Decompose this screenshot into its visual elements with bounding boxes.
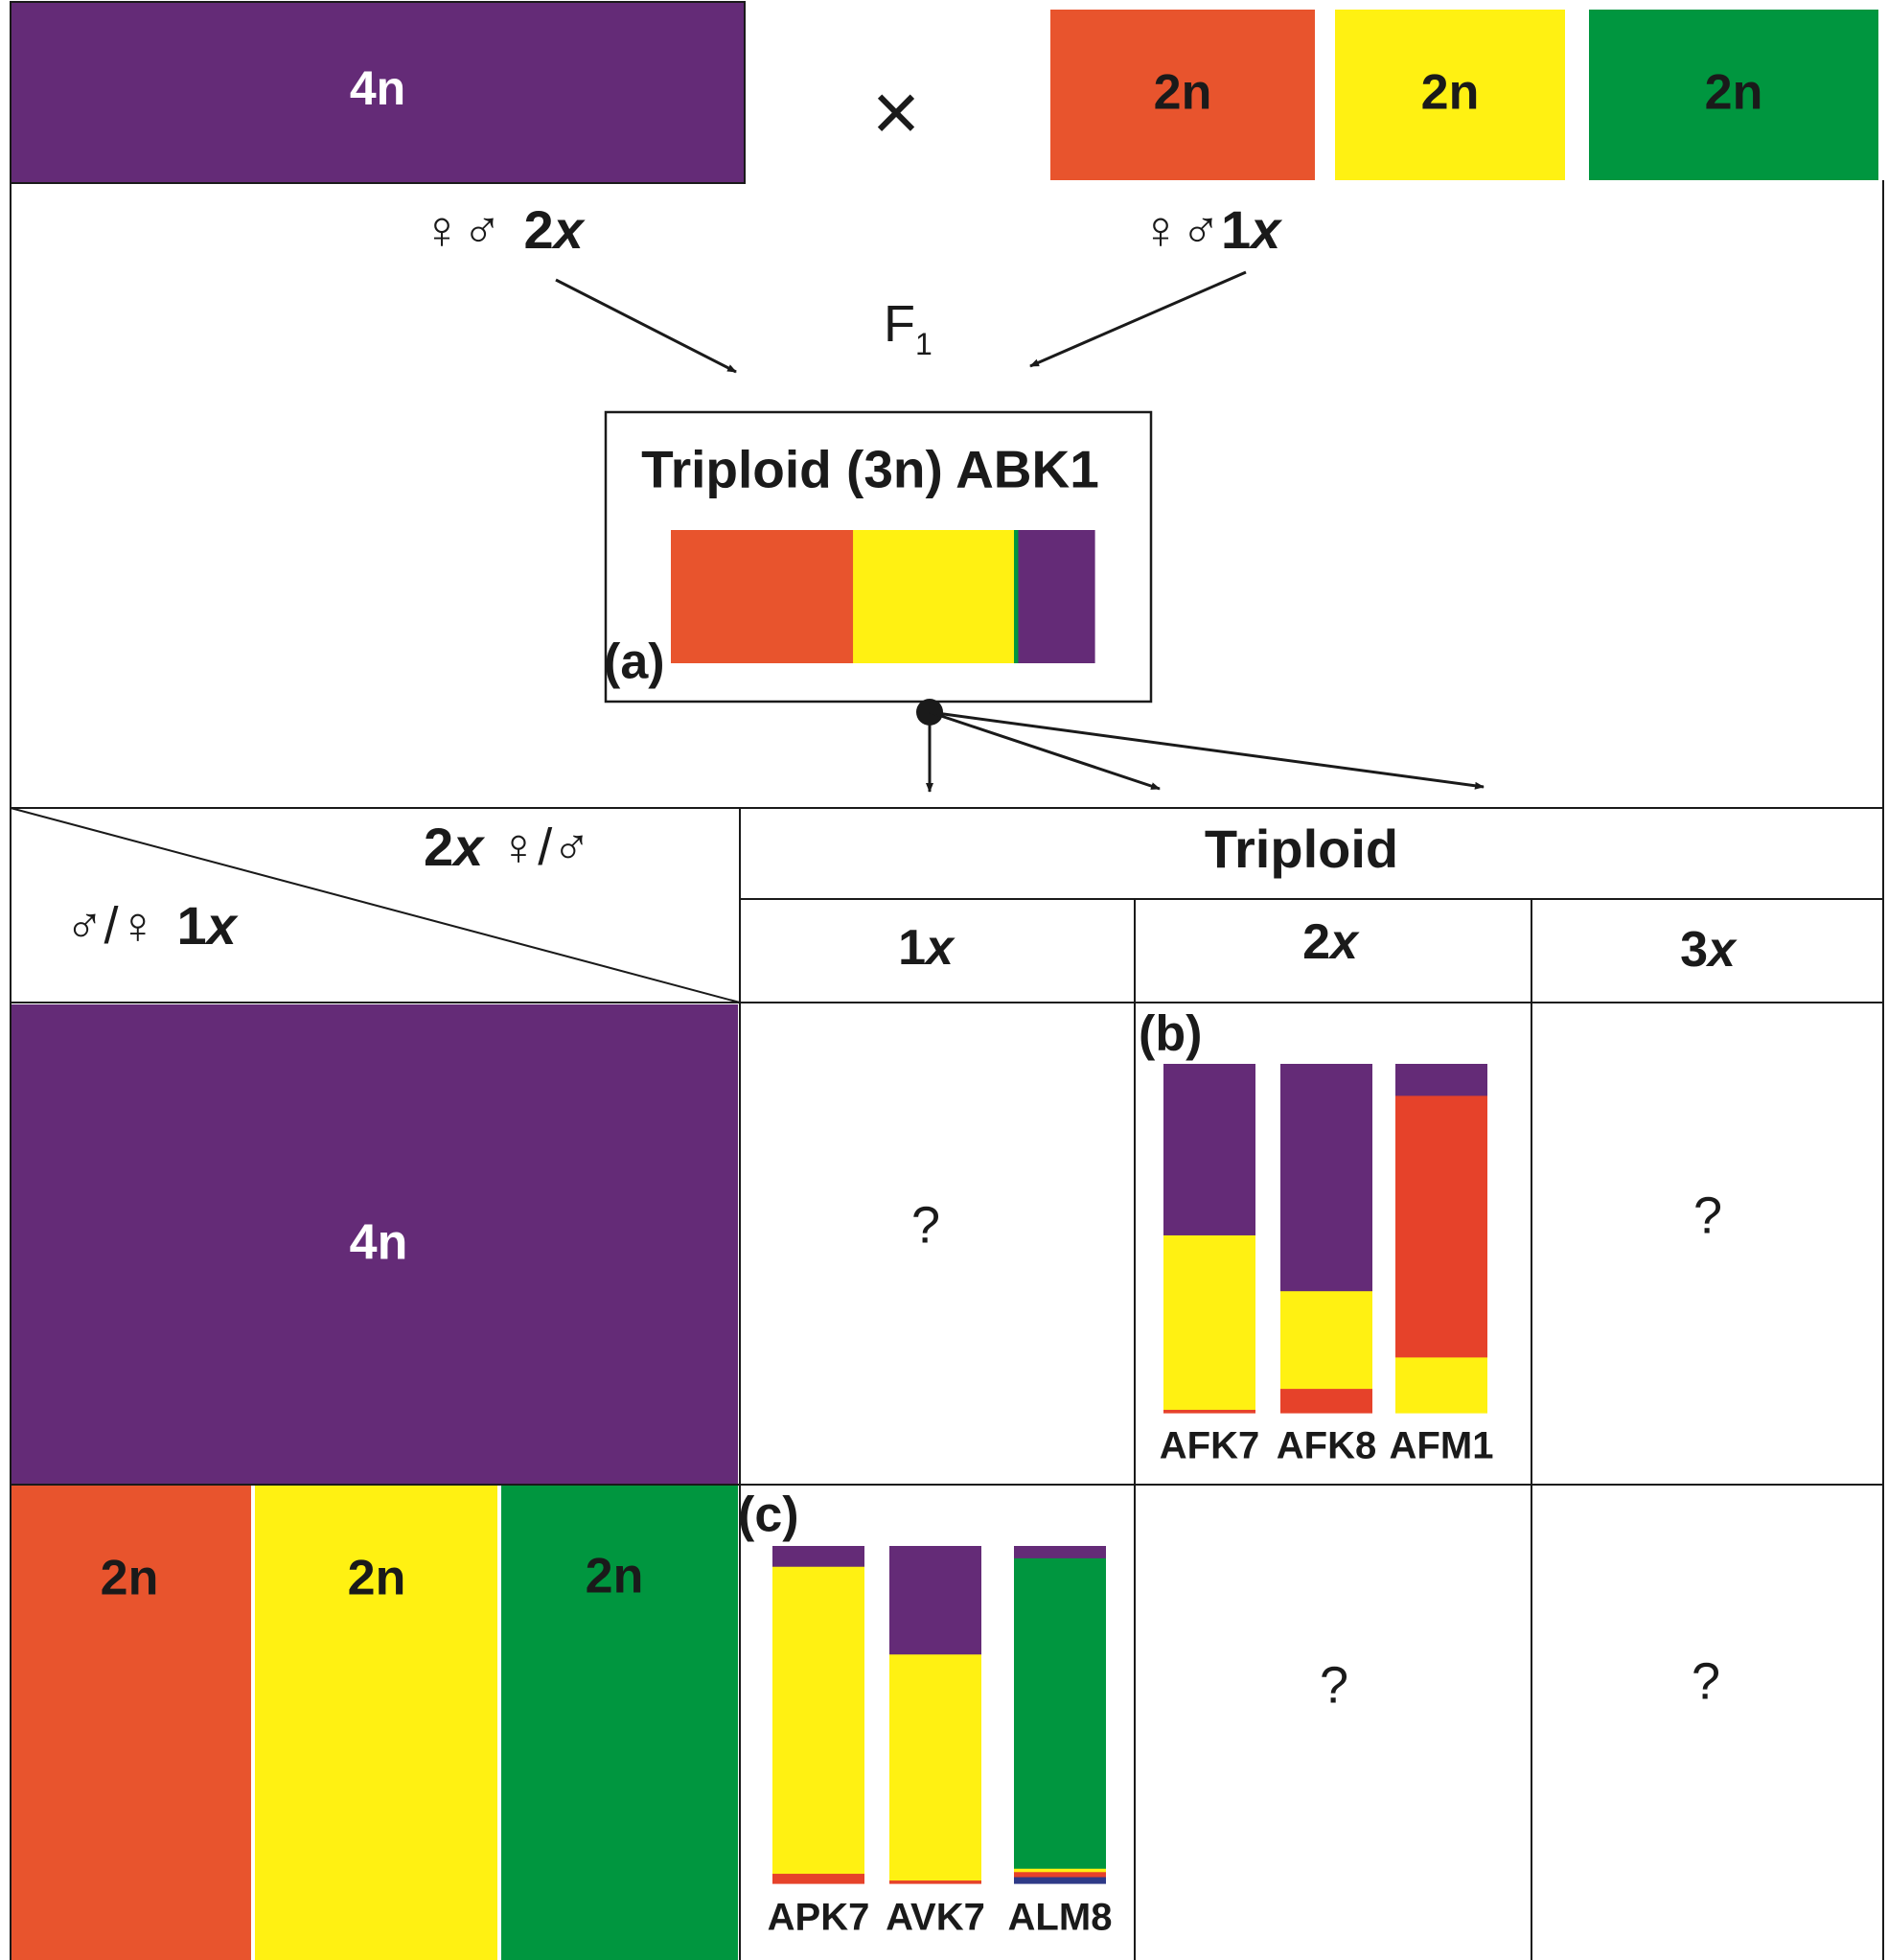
diploid-parent-label-3: 2n	[1705, 65, 1763, 121]
left-gamete-label: ♀♂ 2x	[422, 199, 587, 260]
panel-b-label: (b)	[1139, 1006, 1202, 1062]
right-gamete-dose: 1	[1221, 199, 1251, 260]
corner-top-label: 2x ♀/♂	[424, 817, 591, 877]
row-2n-label-3: 2n	[586, 1549, 644, 1604]
row-2n-block-green	[501, 1486, 738, 1960]
left-gamete-symbols: ♀♂	[422, 199, 502, 260]
column-header-3x-unit: x	[1705, 922, 1738, 978]
panel-c-bar-avk7-segment-1	[889, 1879, 981, 1884]
panel-c-bar-avk7-segment-2	[889, 1653, 981, 1881]
f1-label-sub: 1	[915, 327, 932, 361]
diploid-parent-box-3	[1589, 10, 1878, 180]
panel-c-bars: APK7 AVK7 ALM8	[768, 1546, 1113, 1939]
panel-b-bar-afm1-segment-1	[1395, 1356, 1487, 1414]
panel-c-label: (c)	[738, 1487, 799, 1543]
panel-c-bar-alm8-segment-3	[1014, 1868, 1106, 1873]
diploid-parents: 2n 2n 2n	[1050, 10, 1878, 180]
panel-c-bar-apk7-segment-1	[772, 1873, 864, 1884]
column-header-1x-unit: x	[923, 920, 956, 976]
column-header-3x-dose: 3	[1680, 922, 1708, 978]
f1-title: Triploid (3n) ABK1	[641, 440, 1099, 499]
panel-c-bar-apk7-segment-3	[772, 1546, 864, 1567]
panel-c-bar-apk7-segment-2	[772, 1566, 864, 1875]
corner-bottom-label: ♂/♀ 1x	[65, 895, 240, 956]
panel-b-bar-afm1-segment-3	[1395, 1064, 1487, 1096]
column-header-3x: 3x	[1680, 922, 1738, 978]
diploid-parent-label-2: 2n	[1421, 65, 1480, 121]
f1-label: F1	[884, 295, 932, 361]
column-header-1x: 1x	[898, 920, 956, 976]
f1-segment-1	[671, 530, 854, 663]
corner-bottom-dose: 1	[176, 895, 206, 956]
panel-c-bar-label-apk7: APK7	[768, 1897, 870, 1939]
right-parent-arrow	[1029, 270, 1247, 368]
column-header-2x: 2x	[1302, 914, 1360, 970]
corner-top-dose: 2	[424, 817, 453, 877]
panel-b-bar-afk7-segment-3	[1163, 1064, 1255, 1235]
panel-c-bar-alm8-segment-4	[1014, 1557, 1106, 1869]
cross-symbol: ×	[872, 67, 920, 159]
panel-c-bar-alm8-segment-2	[1014, 1871, 1106, 1878]
panel-b-bar-label-afm1: AFM1	[1390, 1425, 1494, 1467]
panel-c-bar-alm8-segment-1	[1014, 1876, 1106, 1884]
left-parent-arrow	[555, 278, 737, 374]
left-gamete-unit: x	[551, 199, 587, 260]
right-gamete-symbols: ♀♂	[1140, 199, 1221, 260]
corner-diagonal	[10, 807, 741, 1003]
panel-b-bar-afk7-segment-2	[1163, 1234, 1255, 1410]
panel-b-bars: AFK7 AFK8 AFM1	[1160, 1064, 1494, 1467]
panel-b-bar-afk8-segment-3	[1280, 1064, 1372, 1292]
panel-b-bar-afk7-segment-1	[1163, 1409, 1255, 1414]
right-gamete-unit: x	[1248, 199, 1283, 260]
row-2n-label-2: 2n	[348, 1551, 406, 1606]
cell-4n-3x-unknown: ?	[1693, 1187, 1722, 1244]
f1-segment-4	[1018, 530, 1095, 663]
panel-b-bar-afk8-segment-1	[1280, 1388, 1372, 1414]
table-header-triploid: Triploid	[1205, 819, 1398, 879]
f1-panel-frame	[604, 410, 1153, 703]
corner-top-unit: x	[450, 817, 486, 877]
cross-table: 4n 2n 2n 2n 2x ♀/♂ ♂/♀ 1x Triploid 1x 2	[10, 807, 1883, 1960]
f1-panel: Triploid (3n) ABK1 (a)	[604, 410, 1153, 703]
row-2n-block-yellow	[255, 1486, 497, 1960]
f1-segment-2	[853, 530, 1015, 663]
panel-b-bar-label-afk7: AFK7	[1160, 1425, 1259, 1467]
panel-c-bar-avk7-segment-3	[889, 1546, 981, 1655]
f1-segment-3	[1014, 530, 1020, 663]
panel-b-bar-afk8-segment-2	[1280, 1290, 1372, 1390]
row-4n-label: 4n	[350, 1215, 408, 1271]
corner-top-symbols: ♀/♂	[499, 819, 591, 876]
column-header-2x-dose: 2	[1302, 914, 1330, 970]
branch-arrow-2x	[929, 710, 1161, 791]
panel-b-bar-afm1-segment-2	[1395, 1095, 1487, 1358]
panel-c-bar-alm8-segment-5	[1014, 1546, 1106, 1558]
diploid-parent-label-1: 2n	[1154, 65, 1212, 121]
tetraploid-parent: 4n	[10, 1, 746, 184]
panel-c-bar-label-avk7: AVK7	[886, 1897, 985, 1939]
panel-b-bar-label-afk8: AFK8	[1277, 1425, 1376, 1467]
left-gamete-dose: 2	[523, 199, 553, 260]
panel-a-label: (a)	[604, 634, 665, 690]
row-4n-block	[12, 1004, 738, 1484]
tetraploid-parent-box	[10, 1, 746, 184]
diploid-parent-box-1	[1050, 10, 1315, 180]
cell-2n-3x-unknown: ?	[1692, 1652, 1720, 1710]
f1-label-base: F	[884, 295, 915, 353]
column-header-2x-unit: x	[1327, 914, 1360, 970]
right-gamete-label: ♀♂1x	[1140, 199, 1283, 260]
corner-bottom-unit: x	[204, 895, 240, 956]
cell-4n-1x-unknown: ?	[911, 1196, 940, 1254]
panel-c-bar-label-alm8: ALM8	[1008, 1897, 1113, 1939]
branch-arrow-3x	[929, 710, 1485, 790]
column-header-1x-dose: 1	[898, 920, 926, 976]
cell-2n-2x-unknown: ?	[1320, 1656, 1348, 1714]
diploid-parent-box-2	[1335, 10, 1565, 180]
row-2n-block-orange	[12, 1486, 251, 1960]
f1-composition-bar	[671, 530, 1095, 663]
row-2n-label-1: 2n	[101, 1551, 159, 1606]
corner-bottom-symbols: ♂/♀	[65, 897, 157, 955]
tetraploid-parent-label: 4n	[350, 61, 405, 115]
